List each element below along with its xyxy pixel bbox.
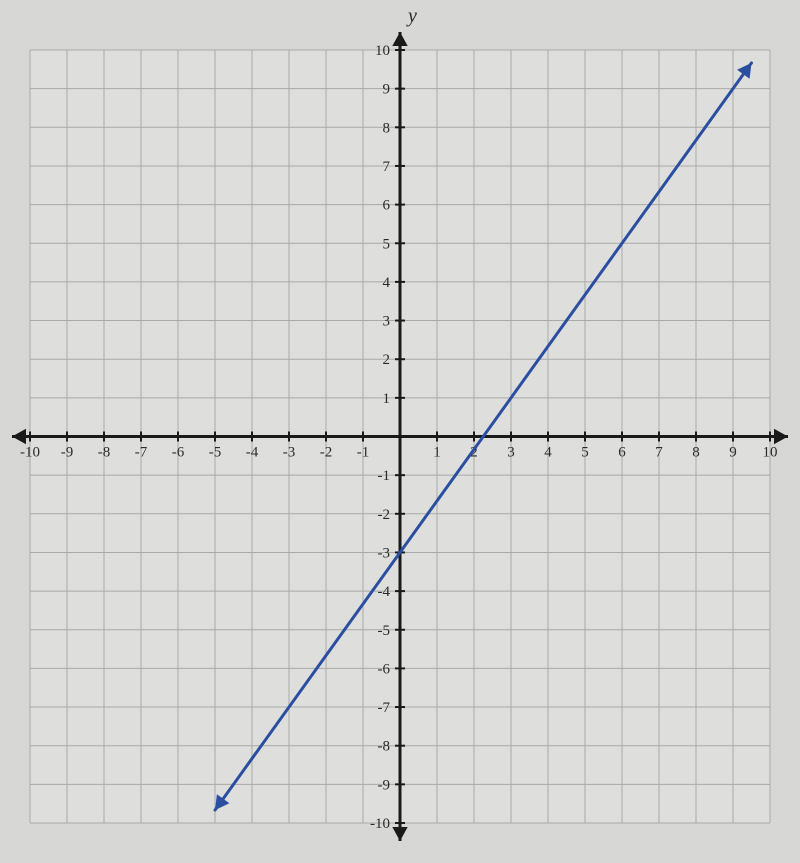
x-tick-label: -5 <box>209 445 222 461</box>
y-tick-label: -1 <box>378 468 391 484</box>
x-tick-label: -6 <box>172 445 185 461</box>
chart-svg: -10 -9 -8 -7 -6 -5 -4 -3 -2 -1 1 2 3 4 5 6 7 8 9 10 -10 -9 -8 -… <box>0 0 800 863</box>
y-tick-label: 4 <box>383 275 391 291</box>
y-tick-label: -5 <box>378 623 391 639</box>
y-tick-label: 9 <box>383 82 391 98</box>
x-tick-label: 7 <box>655 445 663 461</box>
x-tick-label: 6 <box>618 445 626 461</box>
x-tick-label: 10 <box>763 445 778 461</box>
y-tick-label: -4 <box>378 584 391 600</box>
x-tick-label: -8 <box>98 445 111 461</box>
y-tick-label: 7 <box>383 159 391 175</box>
x-tick-label: 4 <box>544 445 552 461</box>
x-tick-label: 5 <box>581 445 589 461</box>
x-tick-label: 9 <box>729 445 737 461</box>
coordinate-plane-chart: -10 -9 -8 -7 -6 -5 -4 -3 -2 -1 1 2 3 4 5 6 7 8 9 10 -10 -9 -8 -… <box>0 0 800 863</box>
y-tick-label: -3 <box>378 545 391 561</box>
y-tick-label: 3 <box>383 314 391 330</box>
y-tick-label: -6 <box>378 661 391 677</box>
y-tick-label: -10 <box>370 816 390 832</box>
x-tick-label: 3 <box>507 445 515 461</box>
x-tick-label: -1 <box>357 445 370 461</box>
y-tick-label: 10 <box>375 43 390 59</box>
x-tick-label: 8 <box>692 445 700 461</box>
x-tick-label: -2 <box>320 445 333 461</box>
y-tick-label: 6 <box>383 198 391 214</box>
y-tick-label: 5 <box>383 236 391 252</box>
x-tick-label: -3 <box>283 445 296 461</box>
y-tick-label: -2 <box>378 507 391 523</box>
y-tick-label: -7 <box>378 700 391 716</box>
x-tick-label: -10 <box>20 445 40 461</box>
x-tick-label: 1 <box>433 445 441 461</box>
y-tick-label: -8 <box>378 739 391 755</box>
x-tick-label: -9 <box>61 445 74 461</box>
y-tick-label: -9 <box>378 777 391 793</box>
x-tick-label: -7 <box>135 445 148 461</box>
y-tick-label: 2 <box>383 352 391 368</box>
y-axis-label: y <box>406 5 417 27</box>
y-tick-label: 8 <box>383 120 391 136</box>
y-tick-label: 1 <box>383 391 391 407</box>
x-tick-label: -4 <box>246 445 259 461</box>
